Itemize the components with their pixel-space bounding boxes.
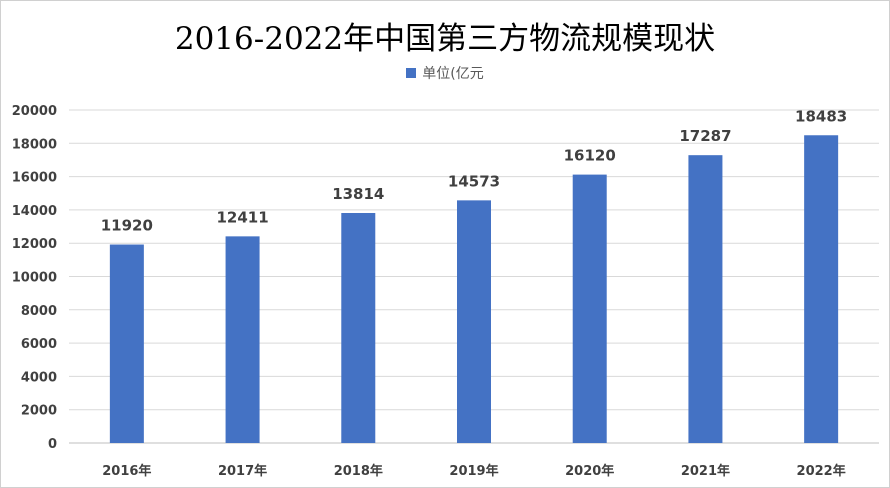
data-label: 12411	[216, 208, 268, 226]
chart-legend: 单位(亿元	[1, 63, 889, 83]
x-tick-label: 2016年	[102, 463, 151, 479]
y-tick-label: 16000	[12, 171, 57, 186]
x-tick-label: 2018年	[334, 463, 383, 479]
bar	[457, 200, 491, 443]
data-label: 13814	[332, 185, 384, 203]
y-tick-label: 2000	[21, 404, 57, 419]
y-tick-label: 20000	[12, 104, 57, 119]
bar	[804, 135, 839, 443]
y-tick-label: 12000	[12, 237, 57, 252]
data-label: 14573	[448, 172, 500, 190]
legend-label: 单位(亿元	[422, 66, 484, 82]
data-label: 18483	[795, 107, 847, 125]
y-tick-label: 4000	[21, 370, 57, 385]
y-tick-label: 18000	[12, 137, 57, 152]
data-label: 16120	[564, 147, 616, 165]
data-label: 17287	[679, 127, 731, 145]
y-tick-label: 14000	[12, 204, 57, 219]
bar	[688, 155, 723, 443]
y-tick-label: 6000	[21, 337, 57, 352]
chart-title: 2016-2022年中国第三方物流规模现状	[174, 21, 716, 57]
bar	[341, 212, 376, 443]
data-label: 11920	[101, 217, 153, 235]
y-tick-label: 0	[48, 437, 57, 452]
x-tick-label: 2022年	[797, 463, 846, 479]
x-tick-label: 2020年	[565, 463, 614, 479]
bar	[109, 244, 144, 443]
y-tick-label: 10000	[12, 271, 57, 286]
bar	[572, 174, 607, 444]
legend-swatch	[406, 68, 417, 78]
bar	[225, 236, 260, 443]
x-tick-label: 2021年	[681, 463, 730, 479]
y-tick-label: 8000	[21, 304, 57, 319]
x-tick-label: 2019年	[449, 463, 498, 479]
x-tick-label: 2017年	[218, 463, 267, 479]
